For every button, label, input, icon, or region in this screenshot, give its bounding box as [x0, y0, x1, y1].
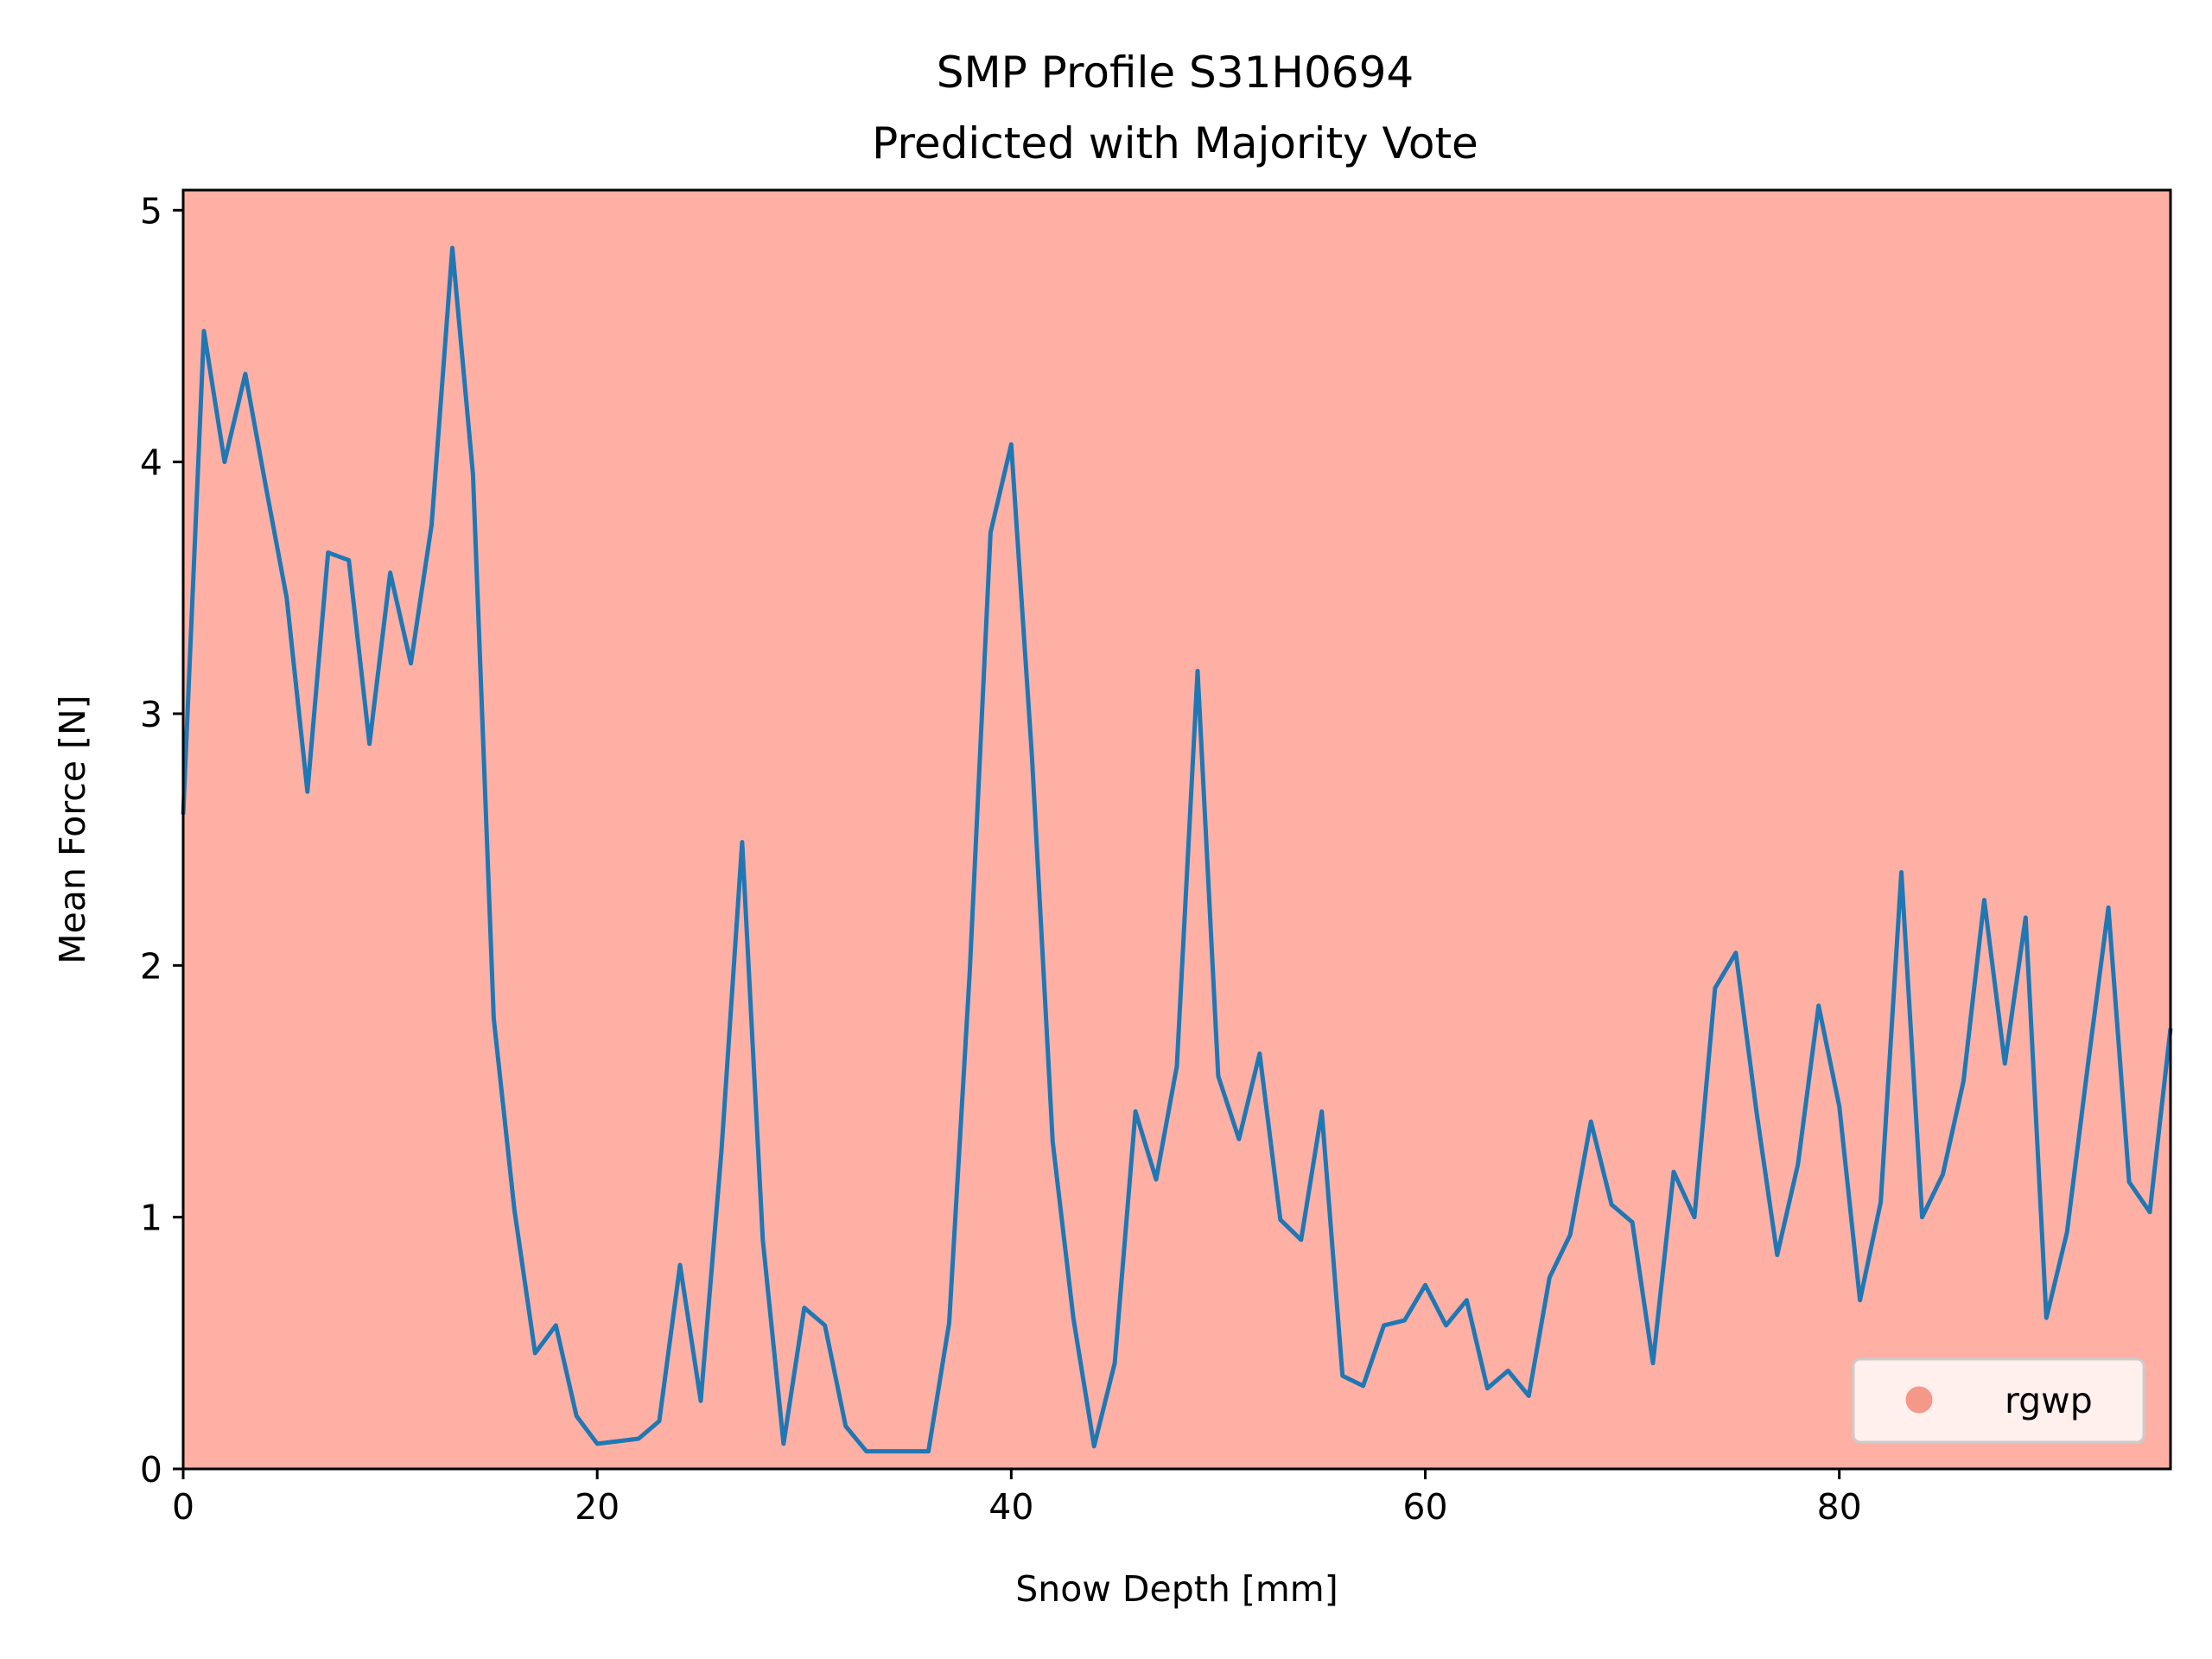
- x-tick-label: 0: [172, 1486, 194, 1528]
- y-tick-label: 3: [140, 694, 162, 735]
- y-axis: 0 1 2 3 4 5: [140, 190, 183, 1491]
- chart-title: SMP Profile S31H0694: [937, 48, 1414, 98]
- x-tick-label: 60: [1402, 1486, 1447, 1528]
- legend-label-rgwp: rgwp: [2005, 1380, 2093, 1421]
- y-tick-label: 4: [140, 442, 162, 484]
- legend-marker-rgwp: [1905, 1386, 1933, 1414]
- x-axis-label: Snow Depth [mm]: [1015, 1568, 1338, 1610]
- series-line: [181, 245, 2173, 1454]
- chart-subtitle: Predicted with Majority Vote: [872, 118, 1478, 168]
- legend: rgwp: [1852, 1357, 2145, 1444]
- legend-box: [1852, 1357, 2145, 1444]
- x-axis: 0 20 40 60 80: [172, 1469, 1862, 1528]
- plot-area: [183, 190, 2171, 1469]
- x-tick-label: 20: [575, 1486, 620, 1528]
- y-tick-label: 5: [140, 190, 162, 232]
- y-axis-label: Mean Force [N]: [52, 695, 93, 963]
- x-tick-label: 80: [1817, 1486, 1862, 1528]
- x-tick-label: 40: [988, 1486, 1033, 1528]
- y-tick-label: 1: [140, 1198, 162, 1239]
- y-tick-label: 0: [140, 1449, 162, 1491]
- plot-frame: [181, 188, 2172, 1471]
- y-tick-label: 2: [140, 945, 162, 987]
